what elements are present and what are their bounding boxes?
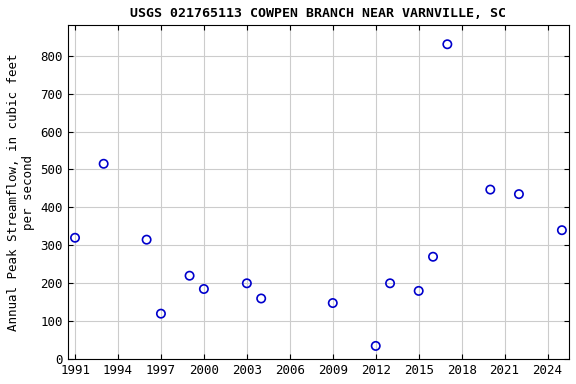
Point [414,288,423,294]
Point [256,295,266,301]
Point [514,191,524,197]
Point [443,41,452,47]
Point [558,227,567,233]
Point [185,273,194,279]
Point [371,343,380,349]
Point [328,300,338,306]
Point [199,286,209,292]
Title: USGS 021765113 COWPEN BRANCH NEAR VARNVILLE, SC: USGS 021765113 COWPEN BRANCH NEAR VARNVI… [130,7,506,20]
Point [486,187,495,193]
Point [385,280,395,286]
Point [156,311,165,317]
Point [142,237,151,243]
Y-axis label: Annual Peak Streamflow, in cubic feet
per second: Annual Peak Streamflow, in cubic feet pe… [7,53,35,331]
Point [70,235,79,241]
Point [99,161,108,167]
Point [242,280,252,286]
Point [429,254,438,260]
